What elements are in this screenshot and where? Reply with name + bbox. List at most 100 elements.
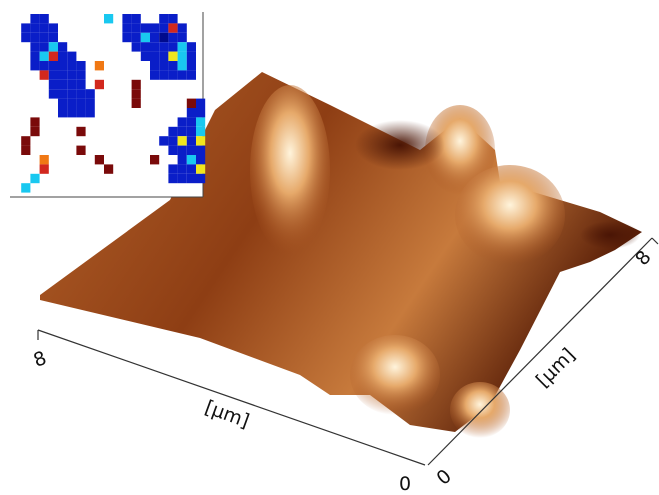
map-cell [187, 61, 196, 70]
map-cell [159, 23, 168, 32]
map-cell [86, 108, 95, 117]
map-cell [196, 164, 205, 173]
map-cell [21, 183, 30, 192]
map-cell [168, 14, 177, 23]
map-cell [178, 164, 187, 173]
map-cell [150, 52, 159, 61]
map-cell [187, 99, 196, 108]
map-cell [76, 127, 85, 136]
map-cell [187, 174, 196, 183]
map-cell [168, 33, 177, 42]
map-cell [187, 164, 196, 173]
map-cell [49, 80, 58, 89]
map-cell [159, 14, 168, 23]
map-cell [40, 155, 49, 164]
y-tick-label: 0 [432, 465, 455, 490]
map-cell [178, 136, 187, 145]
map-cell [30, 42, 39, 51]
map-cell [159, 52, 168, 61]
map-cell [30, 33, 39, 42]
map-cell [40, 33, 49, 42]
map-cell [58, 61, 67, 70]
map-cell [104, 164, 113, 173]
map-cell [21, 33, 30, 42]
map-cell [21, 23, 30, 32]
map-cell [196, 174, 205, 183]
map-cell [150, 61, 159, 70]
map-cell [21, 136, 30, 145]
map-cell [196, 99, 205, 108]
map-cell [40, 70, 49, 79]
map-cell [104, 14, 113, 23]
map-cell [159, 136, 168, 145]
map-cell [122, 23, 131, 32]
figure: 8 [μm] 0 0 [μm] 8 [0, 0, 659, 495]
map-cell [150, 33, 159, 42]
map-cell [178, 70, 187, 79]
map-cell [178, 61, 187, 70]
map-cell [40, 23, 49, 32]
map-cell [132, 89, 141, 98]
map-cell [178, 117, 187, 126]
y-axis-label: [μm] [532, 344, 580, 392]
map-cell [187, 136, 196, 145]
map-cell [76, 108, 85, 117]
map-cell [168, 174, 177, 183]
map-cell [40, 14, 49, 23]
map-cell [141, 52, 150, 61]
map-cell [141, 23, 150, 32]
map-cell [168, 61, 177, 70]
map-cell [122, 33, 131, 42]
map-cell [58, 80, 67, 89]
map-cell [49, 52, 58, 61]
map-cell [67, 80, 76, 89]
map-cell [196, 146, 205, 155]
map-cell [168, 23, 177, 32]
map-cell [196, 136, 205, 145]
map-cell [49, 61, 58, 70]
map-cell [168, 146, 177, 155]
map-cell [67, 99, 76, 108]
map-cell [58, 89, 67, 98]
map-cell [168, 127, 177, 136]
map-cell [76, 70, 85, 79]
map-cell [21, 146, 30, 155]
map-cell [141, 42, 150, 51]
map-cell [196, 155, 205, 164]
map-cell [40, 42, 49, 51]
map-cell [196, 108, 205, 117]
x-tick-label: 8 [31, 347, 50, 372]
inset-map [10, 12, 205, 197]
map-cell [58, 42, 67, 51]
map-cell [67, 89, 76, 98]
map-cell [30, 127, 39, 136]
map-cell [30, 61, 39, 70]
map-cell [168, 70, 177, 79]
map-cell [187, 52, 196, 61]
map-cell [49, 33, 58, 42]
map-cell [187, 155, 196, 164]
map-cell [178, 155, 187, 164]
map-cell [150, 70, 159, 79]
y-tick-label: 8 [631, 246, 656, 269]
map-cell [40, 164, 49, 173]
map-cell [30, 23, 39, 32]
map-cell [49, 42, 58, 51]
map-cell [40, 52, 49, 61]
map-cell [132, 42, 141, 51]
map-cell [95, 80, 104, 89]
map-cell [122, 14, 131, 23]
map-cell [49, 70, 58, 79]
map-cell [187, 42, 196, 51]
map-cell [178, 146, 187, 155]
map-cell [150, 42, 159, 51]
map-cell [150, 23, 159, 32]
map-cell [76, 61, 85, 70]
map-cell [178, 42, 187, 51]
map-cell [159, 70, 168, 79]
map-cell [168, 136, 177, 145]
map-cell [132, 80, 141, 89]
map-cell [40, 61, 49, 70]
map-cell [178, 174, 187, 183]
map-cell [30, 52, 39, 61]
